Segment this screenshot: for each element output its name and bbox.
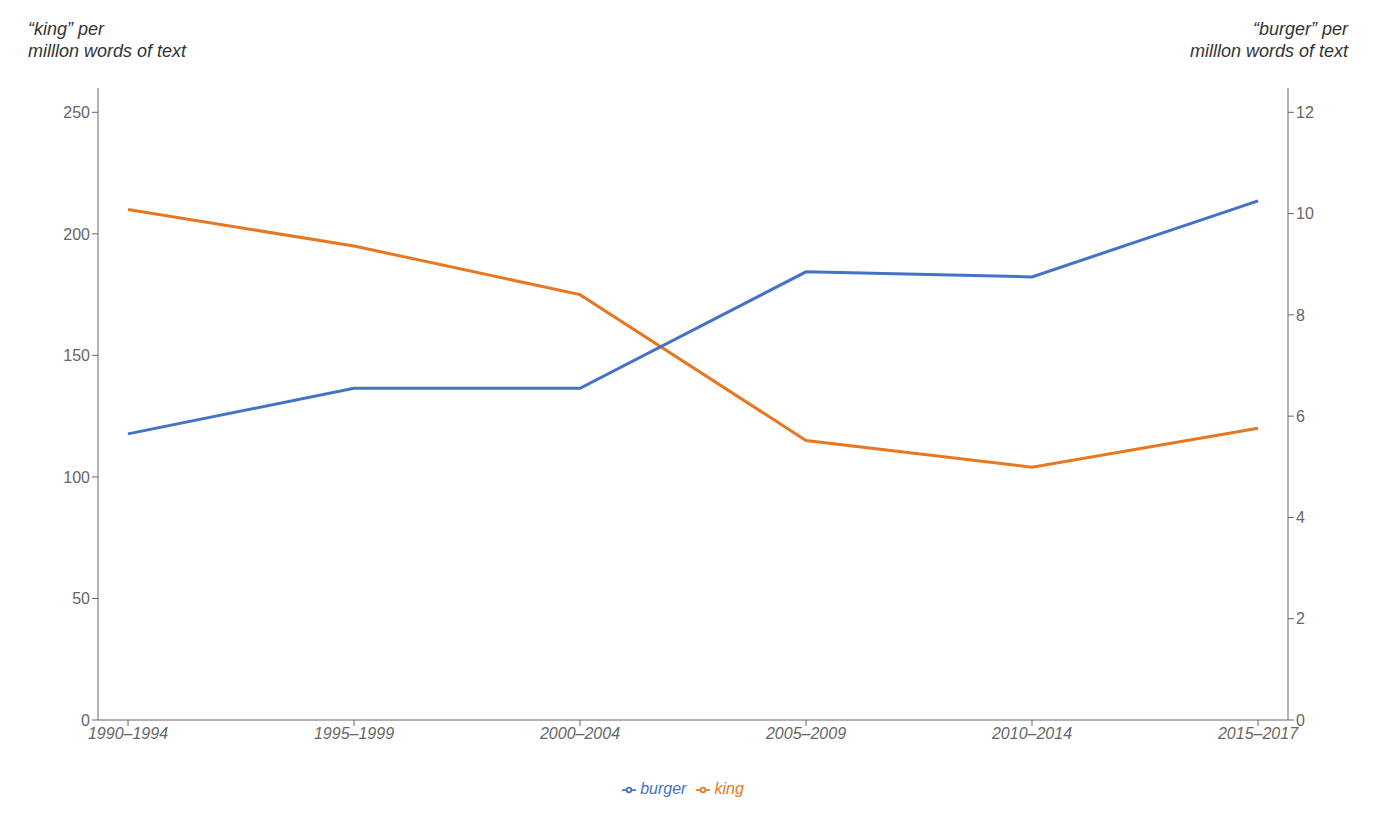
html-text:king: king [714, 780, 744, 797]
svg-text:0: 0 [1296, 712, 1305, 729]
svg-text:250: 250 [63, 104, 90, 121]
svg-text:100: 100 [63, 469, 90, 486]
svg-text:1995–1999: 1995–1999 [314, 725, 394, 742]
svg-text:12: 12 [1296, 104, 1314, 121]
svg-text:6: 6 [1296, 408, 1305, 425]
svg-text:2010–2014: 2010–2014 [991, 725, 1072, 742]
svg-text:2: 2 [1296, 610, 1305, 627]
svg-text:2000–2004: 2000–2004 [539, 725, 620, 742]
svg-text:200: 200 [63, 226, 90, 243]
html-text:“king” per milllon words of te: “king” per milllon words of text [28, 19, 187, 61]
html-text:“burger” per milllon words of: “burger” per milllon words of text [1189, 19, 1348, 61]
svg-text:1990–1994: 1990–1994 [88, 725, 168, 742]
svg-text:2015–2017: 2015–2017 [1217, 725, 1299, 742]
svg-text:8: 8 [1296, 307, 1305, 324]
svg-text:2005–2009: 2005–2009 [765, 725, 846, 742]
svg-text:50: 50 [72, 590, 90, 607]
html-text:burger: burger [640, 780, 687, 797]
svg-text:150: 150 [63, 347, 90, 364]
svg-text:10: 10 [1296, 205, 1314, 222]
svg-text:0: 0 [81, 712, 90, 729]
svg-text:4: 4 [1296, 509, 1305, 526]
